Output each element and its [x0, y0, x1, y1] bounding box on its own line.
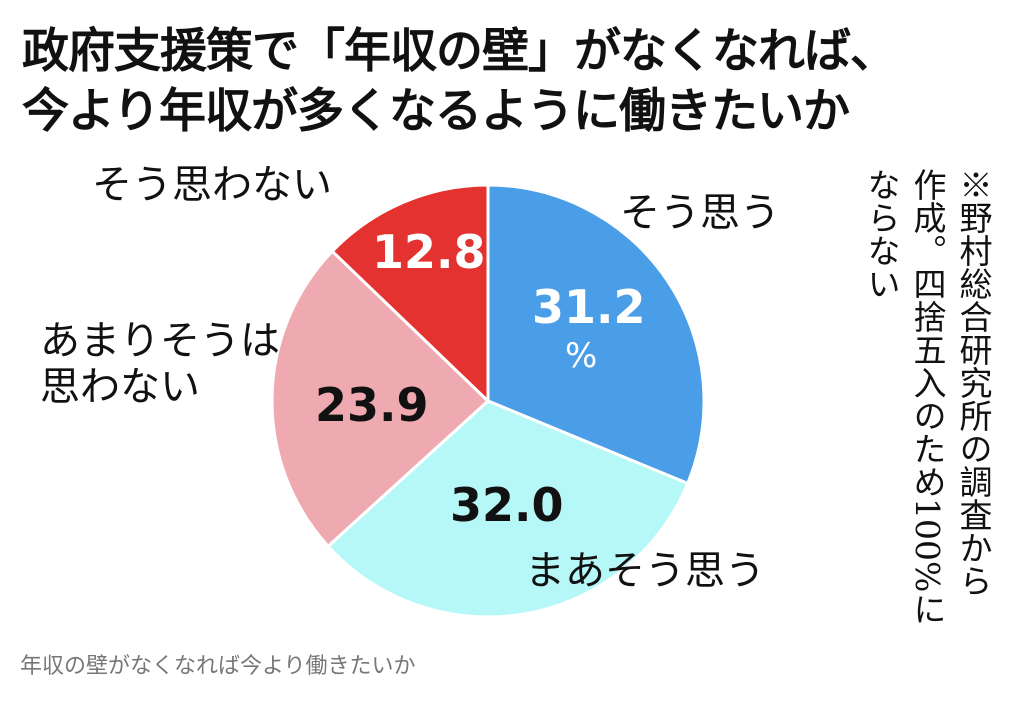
pie-slice-3: [330, 183, 490, 405]
chart-title-line-1: 政府支援策で「年収の壁」がなくなれば、: [22, 24, 897, 79]
slice-label-amari-line-1: あまりそうは: [40, 318, 280, 364]
pie-slice-0: [486, 183, 706, 486]
value-label-maa-sou-omou: 32.0: [450, 478, 564, 532]
value-label-sou-omou: 31.2: [532, 280, 646, 334]
pie-slice-2: [270, 249, 491, 549]
value-label-amari: 23.9: [315, 378, 429, 432]
value-label-sou-omowanai: 12.8: [372, 225, 486, 279]
slice-label-sou-omou: そう思う: [620, 190, 780, 236]
slice-label-sou-omowanai: そう思わない: [92, 162, 332, 208]
slice-label-maa-sou-omou: まあそう思う: [525, 548, 765, 594]
slice-label-amari-line-2: 思わない: [40, 364, 200, 410]
source-note: ※野村総合研究所の調査から作成。四捨五入のため100%にならない: [862, 168, 993, 626]
pie-slice-1: [325, 399, 690, 619]
percent-sign: %: [565, 336, 598, 376]
image-caption: 年収の壁がなくなれば今より働きたいか: [20, 654, 416, 679]
slice-label-amari: あまりそうは 思わない: [40, 318, 280, 410]
chart-title-line-2: 今より年収が多くなるように働きたいか: [22, 84, 850, 139]
